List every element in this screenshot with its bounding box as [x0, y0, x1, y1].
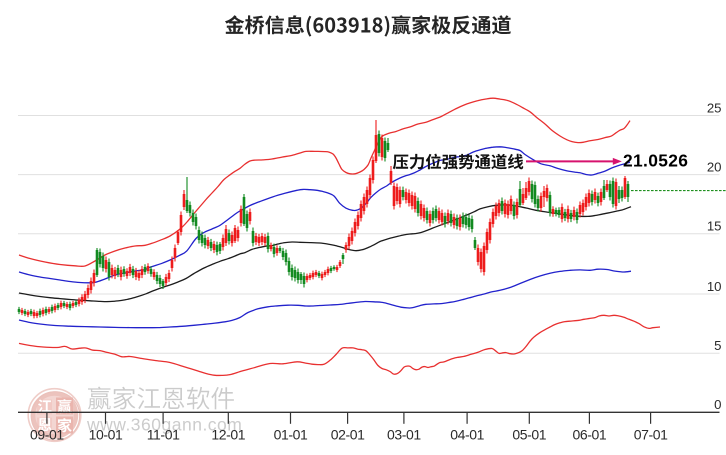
svg-text:04-01: 04-01: [450, 427, 484, 443]
svg-text:www.360gann.com: www.360gann.com: [86, 415, 242, 435]
svg-text:07-01: 07-01: [634, 427, 668, 443]
svg-text:15: 15: [707, 219, 722, 234]
svg-text:05-01: 05-01: [512, 427, 546, 443]
svg-text:10-01: 10-01: [89, 427, 123, 443]
svg-text:0: 0: [714, 397, 721, 412]
svg-text:11-01: 11-01: [147, 427, 180, 443]
svg-text:09-01: 09-01: [30, 427, 64, 443]
svg-text:25: 25: [707, 100, 722, 115]
svg-text:21.0526: 21.0526: [623, 151, 688, 171]
svg-text:02-01: 02-01: [331, 427, 365, 443]
svg-text:12-01: 12-01: [211, 427, 245, 443]
svg-text:20: 20: [707, 159, 722, 174]
svg-text:03-01: 03-01: [387, 427, 421, 443]
svg-text:5: 5: [714, 338, 721, 353]
svg-text:01-01: 01-01: [274, 427, 308, 443]
svg-text:06-01: 06-01: [572, 427, 606, 443]
svg-text:10: 10: [707, 279, 722, 294]
